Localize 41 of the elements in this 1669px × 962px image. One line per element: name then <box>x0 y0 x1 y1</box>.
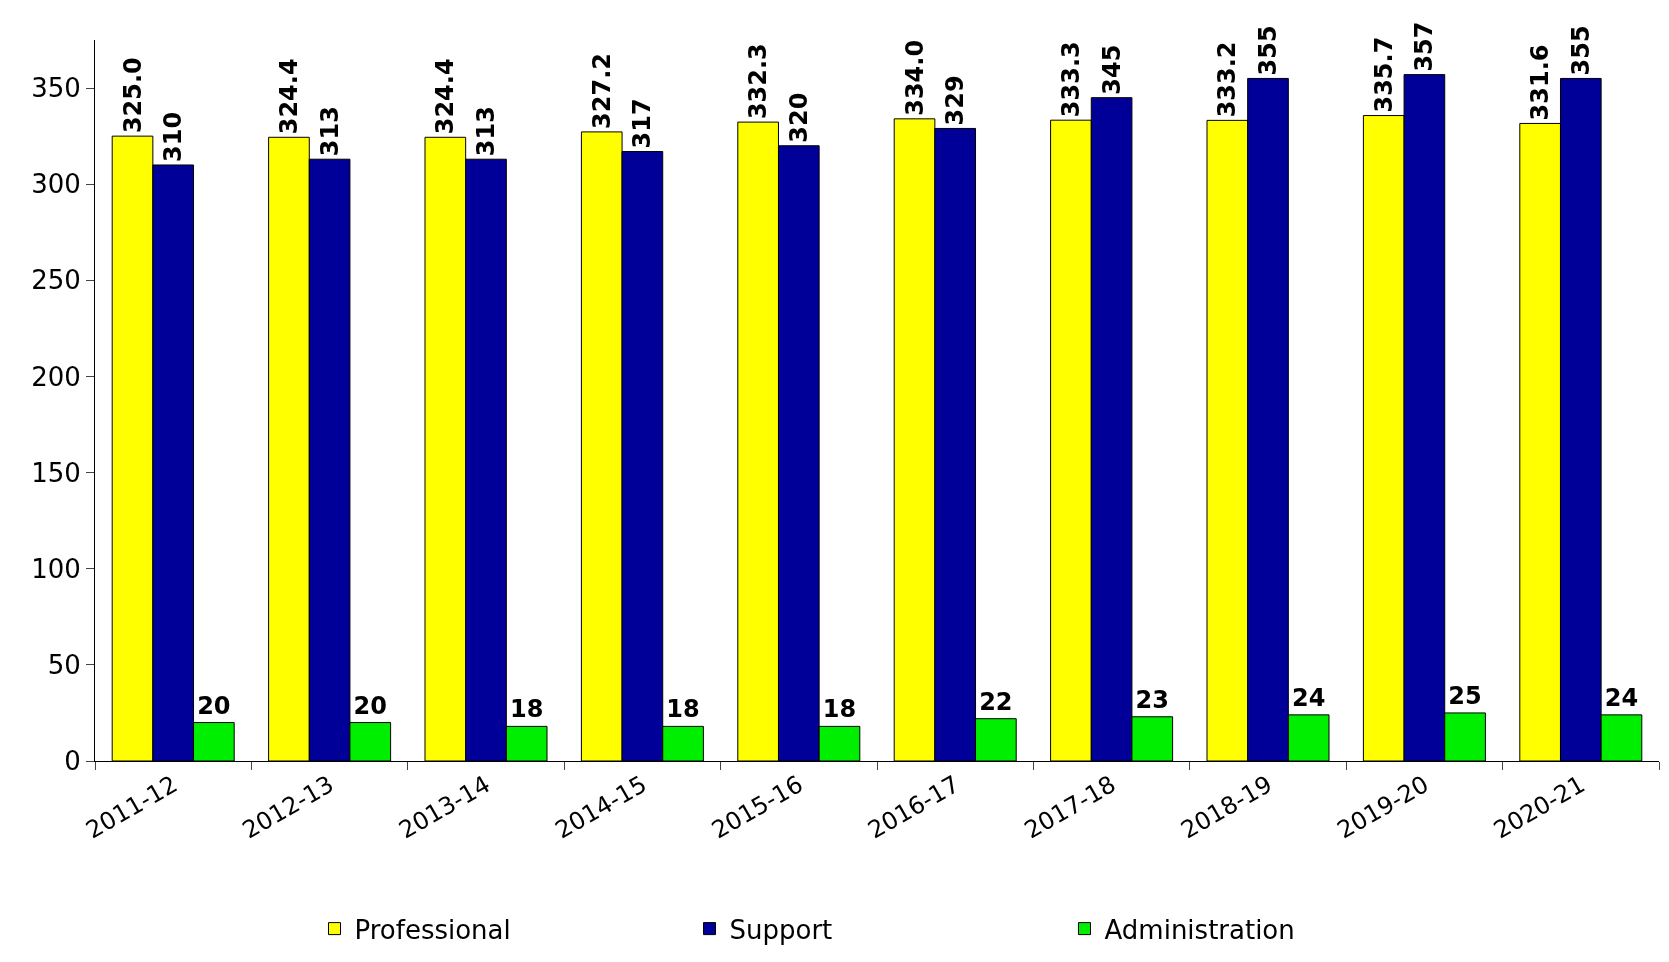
data-label: 20 <box>353 691 387 720</box>
data-label: 18 <box>822 695 857 724</box>
data-label: 25 <box>1448 681 1482 710</box>
y-tick-label: 50 <box>47 649 81 680</box>
data-label: 334.0 <box>900 39 929 116</box>
data-label: 355 <box>1566 25 1595 76</box>
data-label: 357 <box>1410 21 1439 72</box>
data-label: 333.2 <box>1213 41 1242 118</box>
data-label: 317 <box>628 98 657 149</box>
y-tick-label: 250 <box>31 265 81 296</box>
data-label: 329 <box>941 75 970 126</box>
legend-label: Support <box>729 914 833 945</box>
y-tick-label: 100 <box>31 553 81 584</box>
data-label: 310 <box>159 111 188 162</box>
data-label: 335.7 <box>1369 36 1398 113</box>
y-tick-label: 350 <box>31 73 81 104</box>
data-label: 332.3 <box>744 43 773 120</box>
data-label: 18 <box>509 695 544 724</box>
data-label: 333.3 <box>1056 41 1085 118</box>
data-label: 22 <box>979 687 1013 716</box>
y-tick-label: 150 <box>31 457 81 488</box>
data-label: 327.2 <box>587 52 616 129</box>
data-label: 20 <box>197 691 231 720</box>
data-label: 325.0 <box>118 57 147 134</box>
data-label: 23 <box>1135 685 1169 714</box>
data-label: 345 <box>1097 44 1126 95</box>
legend-label: Administration <box>1104 914 1295 945</box>
y-tick-label: 300 <box>31 169 81 200</box>
y-tick-label: 200 <box>31 361 81 392</box>
data-label: 313 <box>315 106 344 157</box>
data-label: 313 <box>472 106 500 157</box>
data-label: 324.4 <box>431 58 460 135</box>
data-label: 324.4 <box>274 58 303 135</box>
data-label: 331.6 <box>1526 44 1555 121</box>
data-label: 18 <box>666 695 700 724</box>
data-label: 320 <box>784 92 813 143</box>
data-label: 355 <box>1254 25 1282 76</box>
y-tick-label: 0 <box>64 746 81 777</box>
data-label: 24 <box>1604 683 1639 712</box>
legend-label: Professional <box>354 914 511 945</box>
data-label: 24 <box>1291 683 1326 712</box>
